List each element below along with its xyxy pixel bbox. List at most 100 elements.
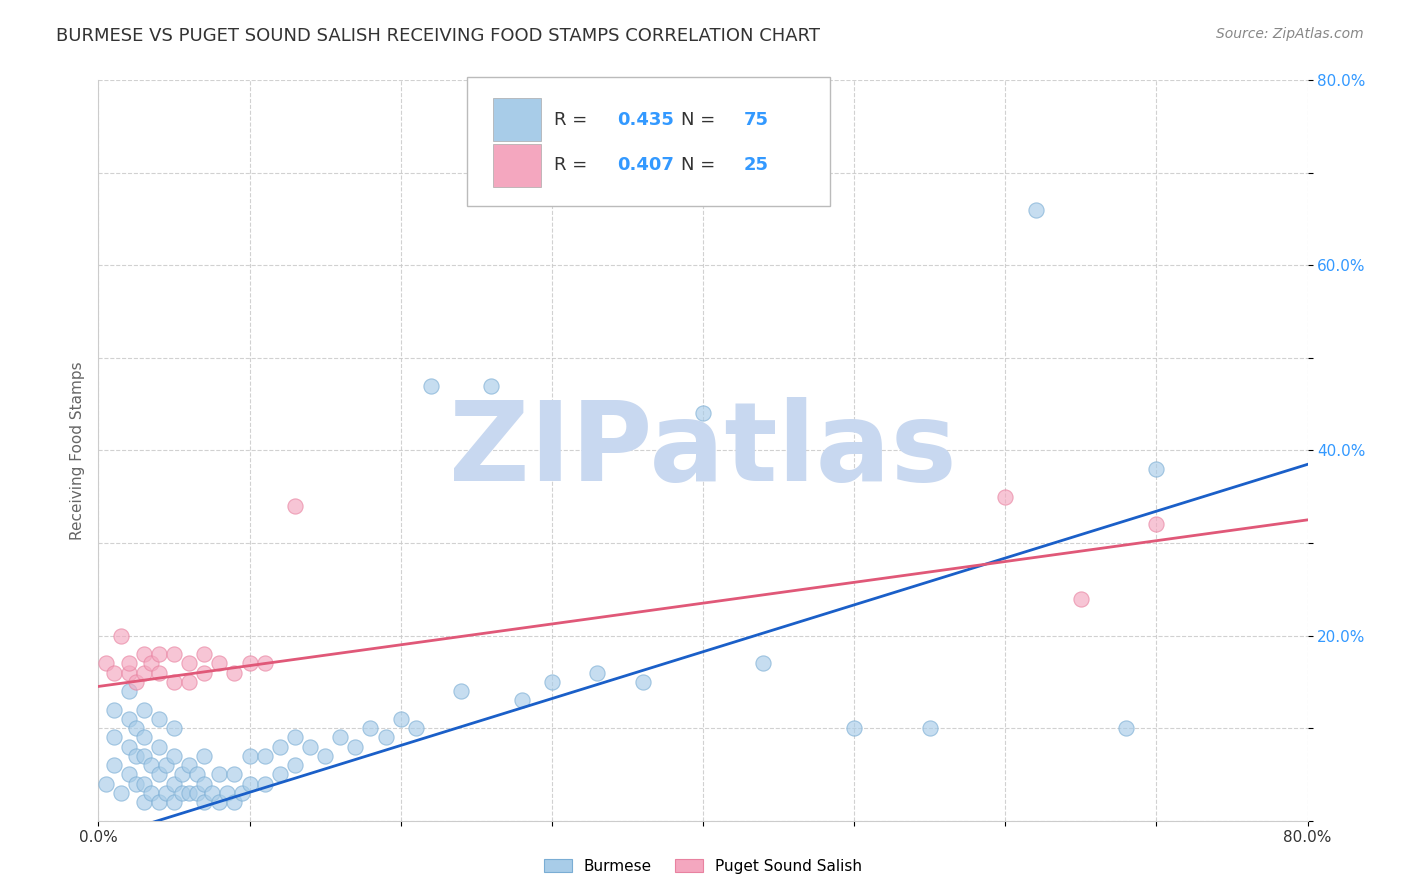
- Point: [450, 684, 472, 698]
- Point: [299, 739, 322, 754]
- Point: [141, 758, 163, 772]
- Point: [163, 674, 186, 689]
- Point: [170, 786, 193, 800]
- Point: [132, 731, 155, 745]
- Text: N =: N =: [682, 156, 721, 175]
- Point: [163, 721, 186, 735]
- Text: ZIPatlas: ZIPatlas: [449, 397, 957, 504]
- Point: [103, 731, 125, 745]
- Point: [141, 786, 163, 800]
- Point: [1115, 721, 1137, 735]
- Point: [844, 721, 866, 735]
- Point: [510, 693, 533, 707]
- Point: [253, 748, 276, 763]
- Point: [284, 499, 307, 513]
- Point: [994, 490, 1017, 504]
- Point: [314, 748, 336, 763]
- Point: [481, 378, 503, 392]
- Point: [170, 767, 193, 781]
- Point: [540, 674, 562, 689]
- Point: [193, 665, 215, 680]
- Point: [186, 786, 208, 800]
- Point: [201, 786, 224, 800]
- Point: [344, 739, 367, 754]
- Point: [148, 795, 170, 809]
- Point: [374, 731, 396, 745]
- Point: [118, 684, 141, 698]
- Point: [132, 665, 155, 680]
- Point: [148, 647, 170, 661]
- Point: [103, 703, 125, 717]
- Point: [360, 721, 382, 735]
- Point: [224, 795, 246, 809]
- Point: [1024, 202, 1046, 217]
- Point: [329, 731, 352, 745]
- Point: [253, 657, 276, 671]
- Text: 75: 75: [744, 111, 769, 128]
- Point: [284, 758, 307, 772]
- Text: R =: R =: [554, 111, 593, 128]
- FancyBboxPatch shape: [492, 98, 541, 141]
- Point: [103, 758, 125, 772]
- Point: [163, 647, 186, 661]
- Legend: Burmese, Puget Sound Salish: Burmese, Puget Sound Salish: [538, 853, 868, 880]
- Text: 0.407: 0.407: [617, 156, 673, 175]
- Text: Source: ZipAtlas.com: Source: ZipAtlas.com: [1216, 27, 1364, 41]
- Point: [125, 748, 148, 763]
- Point: [186, 767, 208, 781]
- Point: [193, 748, 215, 763]
- Point: [692, 407, 714, 421]
- Point: [118, 739, 141, 754]
- Point: [179, 758, 201, 772]
- Point: [405, 721, 427, 735]
- Point: [179, 657, 201, 671]
- Point: [389, 712, 412, 726]
- Point: [269, 767, 291, 781]
- Point: [239, 776, 262, 791]
- Point: [94, 776, 117, 791]
- Point: [132, 795, 155, 809]
- Text: N =: N =: [682, 111, 721, 128]
- Point: [163, 795, 186, 809]
- Y-axis label: Receiving Food Stamps: Receiving Food Stamps: [69, 361, 84, 540]
- FancyBboxPatch shape: [467, 77, 830, 206]
- Point: [110, 628, 132, 642]
- Point: [179, 674, 201, 689]
- Point: [193, 795, 215, 809]
- Point: [125, 721, 148, 735]
- Point: [193, 776, 215, 791]
- Point: [752, 657, 775, 671]
- Point: [132, 776, 155, 791]
- Point: [163, 748, 186, 763]
- Point: [118, 712, 141, 726]
- Point: [193, 647, 215, 661]
- Point: [148, 739, 170, 754]
- Point: [110, 786, 132, 800]
- Point: [179, 786, 201, 800]
- Point: [125, 776, 148, 791]
- Point: [208, 767, 231, 781]
- Point: [631, 674, 654, 689]
- Text: 0.435: 0.435: [617, 111, 673, 128]
- Point: [94, 657, 117, 671]
- Point: [1070, 591, 1092, 606]
- Point: [208, 795, 231, 809]
- Point: [1144, 462, 1167, 476]
- Point: [239, 748, 262, 763]
- Point: [125, 674, 148, 689]
- Point: [118, 665, 141, 680]
- Point: [148, 665, 170, 680]
- Point: [918, 721, 941, 735]
- FancyBboxPatch shape: [492, 145, 541, 186]
- Point: [118, 767, 141, 781]
- Point: [231, 786, 253, 800]
- Point: [155, 786, 177, 800]
- Point: [132, 748, 155, 763]
- Point: [224, 767, 246, 781]
- Point: [148, 767, 170, 781]
- Text: BURMESE VS PUGET SOUND SALISH RECEIVING FOOD STAMPS CORRELATION CHART: BURMESE VS PUGET SOUND SALISH RECEIVING …: [56, 27, 820, 45]
- Point: [224, 665, 246, 680]
- Text: 25: 25: [744, 156, 769, 175]
- Point: [118, 657, 141, 671]
- Point: [155, 758, 177, 772]
